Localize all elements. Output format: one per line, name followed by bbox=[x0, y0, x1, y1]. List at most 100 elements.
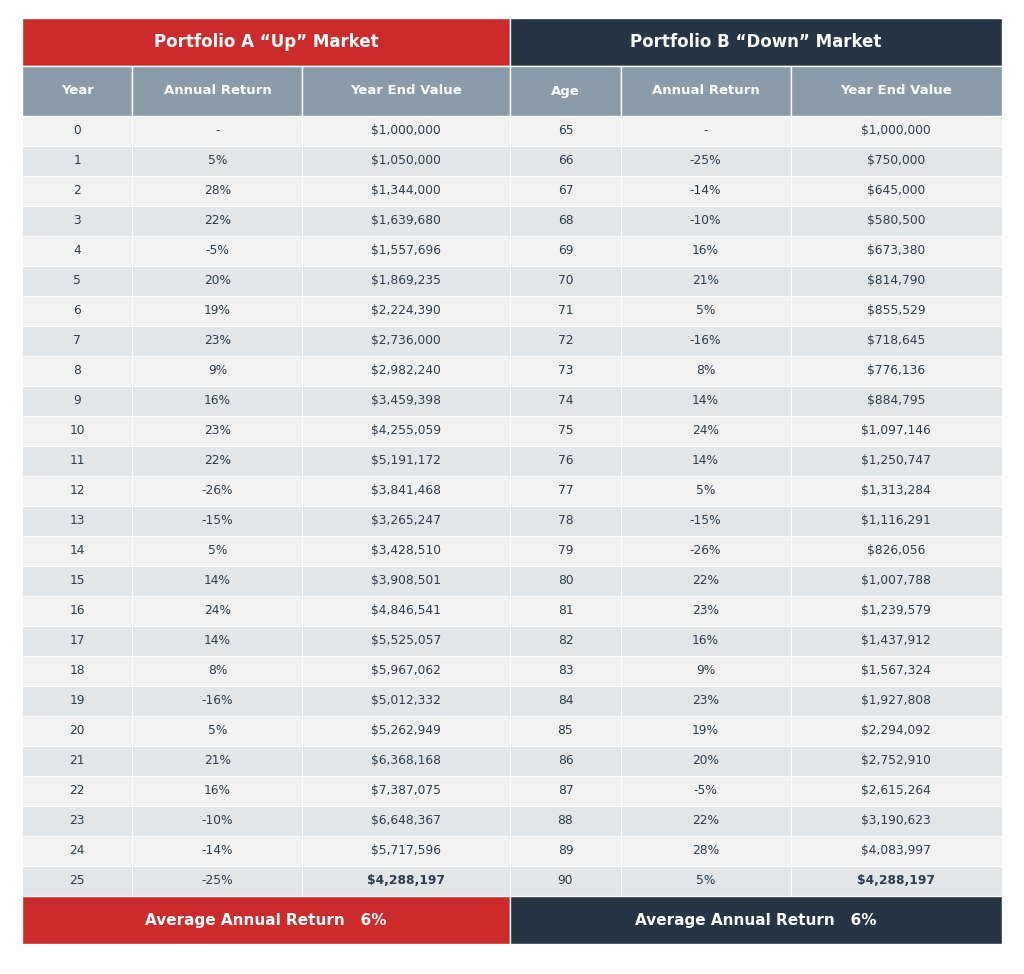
Text: 8%: 8% bbox=[696, 364, 716, 378]
Text: $718,645: $718,645 bbox=[867, 334, 926, 348]
Bar bbox=[510, 566, 621, 596]
Bar bbox=[510, 446, 621, 476]
Bar bbox=[510, 386, 621, 416]
Bar bbox=[132, 596, 302, 626]
Bar bbox=[22, 536, 132, 566]
Text: $1,437,912: $1,437,912 bbox=[861, 634, 931, 648]
Bar bbox=[621, 116, 791, 146]
Bar bbox=[510, 176, 621, 206]
Bar bbox=[791, 356, 1002, 386]
Bar bbox=[302, 416, 510, 446]
Bar bbox=[621, 416, 791, 446]
Text: 13: 13 bbox=[70, 514, 85, 528]
Text: $4,288,197: $4,288,197 bbox=[368, 875, 445, 887]
Text: 23%: 23% bbox=[692, 605, 719, 618]
Bar bbox=[132, 656, 302, 686]
Text: 22%: 22% bbox=[692, 575, 719, 587]
Text: Annual Return: Annual Return bbox=[651, 85, 760, 97]
Bar bbox=[132, 176, 302, 206]
Bar bbox=[302, 506, 510, 536]
Text: 22%: 22% bbox=[204, 214, 230, 228]
Bar bbox=[22, 746, 132, 776]
Bar bbox=[132, 746, 302, 776]
Bar bbox=[132, 776, 302, 806]
Bar bbox=[302, 266, 510, 296]
Text: -: - bbox=[703, 125, 708, 137]
Text: $3,265,247: $3,265,247 bbox=[372, 514, 441, 528]
Bar bbox=[22, 146, 132, 176]
Bar bbox=[791, 686, 1002, 716]
Text: $1,869,235: $1,869,235 bbox=[372, 275, 441, 287]
Bar bbox=[132, 806, 302, 836]
Bar bbox=[302, 386, 510, 416]
Bar bbox=[132, 716, 302, 746]
Text: $2,736,000: $2,736,000 bbox=[372, 334, 441, 348]
Text: 65: 65 bbox=[558, 125, 573, 137]
Bar bbox=[132, 356, 302, 386]
Text: $814,790: $814,790 bbox=[867, 275, 926, 287]
Bar bbox=[132, 296, 302, 326]
Bar bbox=[22, 596, 132, 626]
Text: $2,752,910: $2,752,910 bbox=[861, 755, 931, 768]
Text: 28%: 28% bbox=[692, 844, 719, 857]
Text: 67: 67 bbox=[558, 184, 573, 198]
Bar bbox=[621, 296, 791, 326]
Text: 69: 69 bbox=[558, 244, 573, 257]
Bar bbox=[302, 536, 510, 566]
Text: 79: 79 bbox=[558, 544, 573, 557]
Bar bbox=[302, 806, 510, 836]
Text: Annual Return: Annual Return bbox=[164, 85, 271, 97]
Text: $1,116,291: $1,116,291 bbox=[861, 514, 931, 528]
Text: 18: 18 bbox=[70, 664, 85, 678]
Text: Average Annual Return   6%: Average Annual Return 6% bbox=[145, 913, 387, 927]
Bar bbox=[132, 836, 302, 866]
Bar bbox=[22, 716, 132, 746]
Bar bbox=[22, 206, 132, 236]
Text: $1,050,000: $1,050,000 bbox=[372, 155, 441, 168]
Bar bbox=[22, 356, 132, 386]
Text: 21%: 21% bbox=[204, 755, 230, 768]
Text: $1,250,747: $1,250,747 bbox=[861, 455, 931, 468]
Text: -: - bbox=[215, 125, 220, 137]
Text: 10: 10 bbox=[70, 425, 85, 437]
Text: 5%: 5% bbox=[696, 305, 716, 318]
Text: 78: 78 bbox=[558, 514, 573, 528]
Bar bbox=[22, 806, 132, 836]
Bar bbox=[621, 776, 791, 806]
Text: $3,841,468: $3,841,468 bbox=[372, 484, 441, 498]
Bar bbox=[621, 176, 791, 206]
Text: 86: 86 bbox=[558, 755, 573, 768]
Text: $1,344,000: $1,344,000 bbox=[372, 184, 441, 198]
Bar bbox=[791, 206, 1002, 236]
Bar bbox=[302, 746, 510, 776]
Text: -10%: -10% bbox=[202, 814, 233, 828]
Bar bbox=[302, 236, 510, 266]
Text: Portfolio B “Down” Market: Portfolio B “Down” Market bbox=[631, 33, 882, 51]
Text: 88: 88 bbox=[558, 814, 573, 828]
Text: 20: 20 bbox=[70, 725, 85, 737]
Text: $1,000,000: $1,000,000 bbox=[861, 125, 931, 137]
Bar bbox=[510, 656, 621, 686]
Text: Age: Age bbox=[551, 85, 580, 97]
Text: Average Annual Return   6%: Average Annual Return 6% bbox=[635, 913, 877, 927]
Bar bbox=[621, 326, 791, 356]
Text: $4,255,059: $4,255,059 bbox=[372, 425, 441, 437]
Text: 20%: 20% bbox=[692, 755, 719, 768]
Text: 5: 5 bbox=[74, 275, 81, 287]
Text: 25: 25 bbox=[70, 875, 85, 887]
Text: -14%: -14% bbox=[690, 184, 721, 198]
Bar bbox=[22, 836, 132, 866]
Bar bbox=[22, 776, 132, 806]
Bar bbox=[132, 326, 302, 356]
Text: 22%: 22% bbox=[204, 455, 230, 468]
Bar bbox=[132, 506, 302, 536]
Bar bbox=[132, 566, 302, 596]
Bar bbox=[302, 566, 510, 596]
Text: -16%: -16% bbox=[690, 334, 721, 348]
Bar bbox=[621, 566, 791, 596]
Text: 23: 23 bbox=[70, 814, 85, 828]
Bar bbox=[621, 66, 791, 116]
Bar bbox=[791, 146, 1002, 176]
Bar bbox=[132, 386, 302, 416]
Bar bbox=[510, 416, 621, 446]
